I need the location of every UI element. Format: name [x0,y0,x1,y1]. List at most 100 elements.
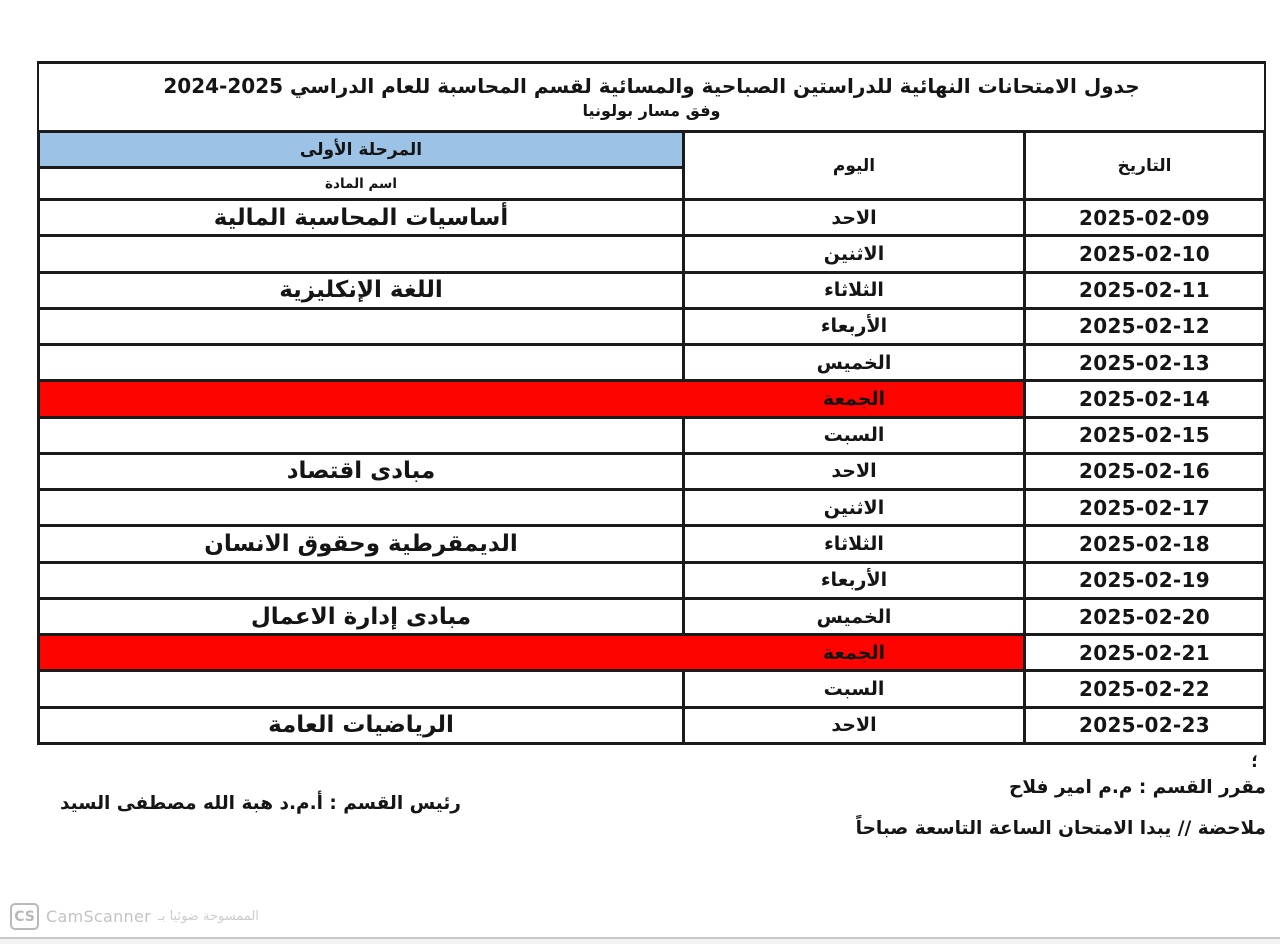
page-title: جدول الامتحانات النهائية للدراستين الصبا… [163,74,1140,98]
date-cell: 2025-02-22 [1026,672,1263,705]
subject-cell [40,418,685,452]
date-text: 2025-02-17 [1079,495,1210,520]
subject-cell: الرياضيات العامة [40,708,685,742]
subject-cell [40,237,685,271]
table-row: السبت 2025-02-15 [40,415,1263,452]
date-cell: 2025-02-18 [1026,527,1263,560]
day-cell: الاحد [685,201,1026,235]
scan-edge-line [0,937,1280,939]
date-text: 2025-02-11 [1079,278,1210,303]
subject-header-cell: المرحلة الأولى اسم المادة [40,133,685,198]
day-cell: الاثنين [685,491,1026,525]
day-text: السبت [823,678,885,701]
date-cell: 2025-02-17 [1026,491,1263,524]
date-cell: 2025-02-13 [1026,346,1263,379]
subject-cell: مبادى اقتصاد [40,454,685,489]
day-text: الاثنين [823,496,885,519]
day-text: الخميس [816,605,892,628]
day-cell: الجمعة [685,636,1026,670]
exam-schedule-table: المرحلة الأولى اسم المادة اليوم التاريخ … [37,130,1266,745]
table-row: السبت 2025-02-22 [40,669,1263,706]
subject-cell: الديمقرطية وحقوق الانسان [40,527,685,561]
date-text: 2025-02-20 [1079,604,1210,629]
table-row: الأربعاء 2025-02-12 [40,306,1263,344]
camscanner-brand-text: CamScanner [46,907,152,926]
date-cell: 2025-02-15 [1026,419,1263,452]
exam-time-note: ملاحضة // يبدا الامتحان الساعة التاسعة ص… [855,818,1266,839]
title-box: جدول الامتحانات النهائية للدراستين الصبا… [37,61,1266,130]
stage-header: المرحلة الأولى [40,133,682,169]
day-text: الاحد [831,206,877,229]
day-text: الأربعاء [820,315,888,338]
day-text: الخميس [816,351,892,374]
camscanner-logo-icon: CS [10,903,39,930]
subject-cell: مبادى إدارة الاعمال [40,599,685,634]
subject-text: اللغة الإنكليزية [279,277,443,304]
camscanner-watermark: CS CamScanner الممسوحة ضوئيا بـ [10,903,259,930]
table-row: الاثنين 2025-02-10 [40,234,1263,271]
subject-text: أساسيات المحاسبة المالية [213,204,509,231]
date-cell: 2025-02-19 [1026,564,1263,597]
date-cell: 2025-02-20 [1026,600,1263,633]
day-cell: الاحد [685,454,1026,489]
table-header: المرحلة الأولى اسم المادة اليوم التاريخ [40,133,1263,198]
day-text: الثلاثاء [824,533,884,556]
date-cell: 2025-02-11 [1026,274,1263,307]
day-text: الاحد [831,714,877,737]
subject-cell [40,382,685,416]
day-cell: الثلاثاء [685,527,1026,561]
table-row: الاثنين 2025-02-17 [40,488,1263,525]
day-cell: الخميس [685,346,1026,380]
date-text: 2025-02-18 [1079,532,1210,557]
table-row: اللغة الإنكليزية الثلاثاء 2025-02-11 [40,270,1263,307]
date-text: 2025-02-12 [1079,314,1210,339]
date-text: 2025-02-23 [1079,713,1210,738]
day-text: الاثنين [823,242,885,265]
date-cell: 2025-02-23 [1026,709,1263,742]
table-row: أساسيات المحاسبة المالية الاحد 2025-02-0… [40,198,1263,235]
day-text: الاحد [831,460,877,483]
date-cell: 2025-02-16 [1026,455,1263,488]
day-cell: الاحد [685,708,1026,742]
date-text: 2025-02-15 [1079,423,1210,448]
table-row: الديمقرطية وحقوق الانسان الثلاثاء 2025-0… [40,524,1263,561]
date-text: 2025-02-22 [1079,677,1210,702]
date-text: 2025-02-19 [1079,568,1210,593]
subject-text: الديمقرطية وحقوق الانسان [204,531,518,558]
subject-cell [40,672,685,706]
subject-cell [40,563,685,597]
date-text: 2025-02-10 [1079,241,1210,266]
date-text: 2025-02-09 [1079,205,1210,230]
day-text: الجمعة [822,641,886,664]
date-cell: 2025-02-21 [1026,636,1263,669]
day-text: الثلاثاء [824,279,884,302]
table-row-holiday: الجمعة 2025-02-21 [40,633,1263,670]
table-row: الأربعاء 2025-02-19 [40,560,1263,597]
subject-cell: أساسيات المحاسبة المالية [40,201,685,235]
subject-name-header: اسم المادة [325,175,397,192]
date-cell: 2025-02-10 [1026,237,1263,270]
day-text: السبت [823,424,885,447]
date-cell: 2025-02-12 [1026,310,1263,343]
subject-cell: اللغة الإنكليزية [40,273,685,307]
day-cell: الأربعاء [685,563,1026,597]
date-text: 2025-02-16 [1079,459,1210,484]
subject-text: مبادى اقتصاد [286,458,436,485]
table-row-holiday: الجمعة 2025-02-14 [40,379,1263,416]
department-head-signature: رئيس القسم : أ.م.د هبة الله مصطفى السيد [60,793,461,814]
table-body: أساسيات المحاسبة المالية الاحد 2025-02-0… [40,198,1263,742]
coordinator-signature: مقرر القسم : م.م امير فلاح [1009,777,1266,798]
table-row: مبادى اقتصاد الاحد 2025-02-16 [40,451,1263,489]
subject-cell [40,491,685,525]
day-text: الجمعة [822,387,886,410]
date-text: 2025-02-13 [1079,350,1210,375]
day-cell: السبت [685,418,1026,452]
subject-cell [40,636,685,670]
day-cell: الجمعة [685,382,1026,416]
subject-text: الرياضيات العامة [268,712,454,739]
table-row: الخميس 2025-02-13 [40,343,1263,380]
day-text: الأربعاء [820,569,888,592]
date-cell: 2025-02-09 [1026,201,1263,234]
day-cell: السبت [685,672,1026,706]
